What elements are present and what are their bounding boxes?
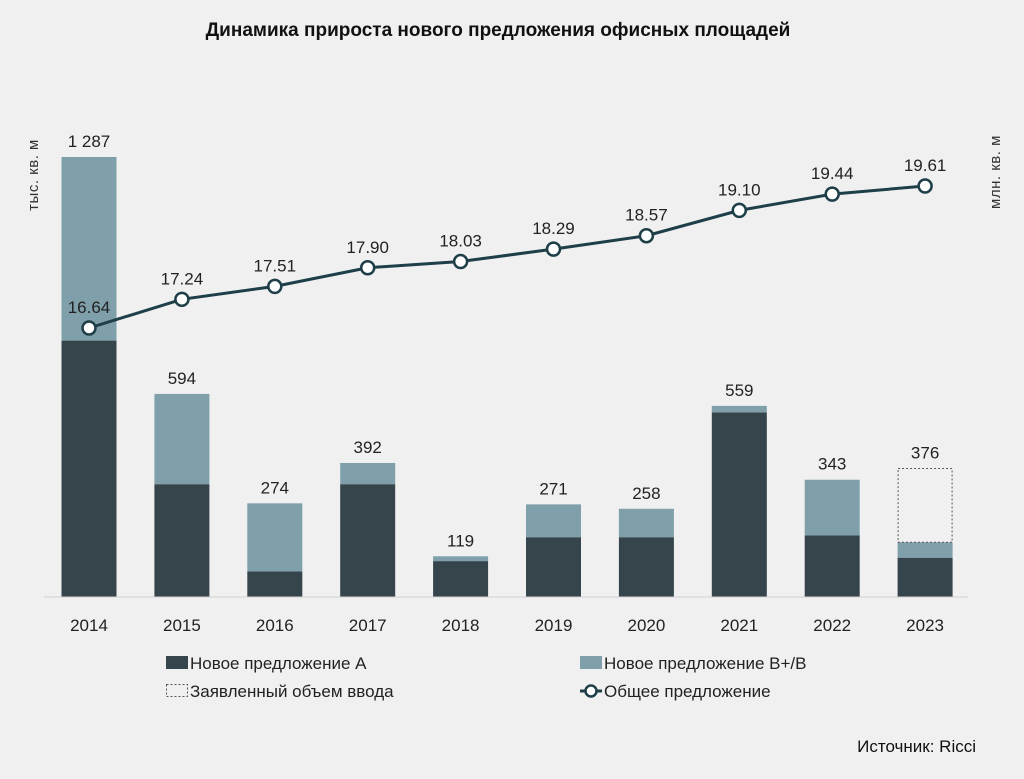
x-tick-label: 2018 [442, 616, 480, 635]
bar-group-2022: 343 [804, 455, 860, 597]
line-layer: 16.64 17.24 17.51 17.90 18.03 18.29 18.57 19.10… [68, 156, 947, 336]
total-supply-point [359, 260, 376, 276]
total-supply-label: 19.10 [718, 180, 761, 199]
legend-swatch [166, 684, 188, 697]
chart-title: Динамика прироста нового предложения офи… [206, 20, 791, 41]
bar-group-2018: 119 [433, 531, 489, 597]
bar-declared-2023 [897, 467, 953, 543]
bar-total-label: 258 [632, 484, 660, 503]
bar-a-2017 [340, 484, 396, 597]
bar-a-2019 [526, 537, 581, 597]
bar-b-2021 [711, 405, 767, 413]
bar-b-2020 [618, 508, 674, 538]
bar-total-label: 376 [911, 443, 939, 462]
legend-swatch [580, 656, 602, 669]
x-tick-label: 2019 [535, 616, 573, 635]
total-supply-label: 19.44 [811, 164, 854, 183]
total-supply-point [174, 291, 190, 308]
total-supply-point [824, 186, 840, 202]
bar-b-2014 [61, 157, 117, 341]
legend-label: Общее предложение [604, 682, 771, 701]
total-supply-line [88, 184, 926, 330]
bar-group-2015: 594 [154, 369, 210, 597]
bar-a-2014 [61, 340, 117, 597]
bar-a-2018 [433, 561, 489, 597]
bar-total-label: 1 287 [68, 132, 111, 151]
bar-b-2023 [897, 542, 953, 558]
total-supply-point [545, 241, 562, 257]
bar-total-label: 271 [539, 479, 567, 498]
bar-a-2023 [897, 557, 953, 597]
bar-b-2017 [340, 462, 396, 485]
bar-total-label: 274 [261, 478, 289, 497]
left-axis-label: тыс. кв. м [25, 139, 42, 211]
x-tick-label: 2022 [813, 616, 851, 635]
total-supply-label: 17.24 [161, 269, 204, 288]
legend-label: Новое предложение A [190, 654, 367, 673]
total-supply-label: 18.57 [625, 206, 668, 225]
bar-group-2023: 376 [897, 443, 953, 597]
legend-circle-swatch [584, 684, 598, 698]
total-supply-point [638, 227, 655, 244]
bar-a-2015 [154, 484, 210, 597]
total-supply-label: 17.90 [346, 238, 389, 257]
x-tick-label: 2023 [906, 616, 944, 635]
total-supply-point [731, 202, 748, 219]
bar-b-2022 [804, 479, 860, 536]
total-supply-label: 17.51 [254, 256, 297, 275]
total-supply-point [917, 178, 933, 194]
bar-group-2020: 258 [618, 484, 674, 597]
bar-group-2019: 271 [526, 479, 581, 597]
total-supply-label: 18.03 [439, 232, 482, 251]
total-supply-point [81, 320, 97, 336]
x-tick-label: 2014 [70, 616, 108, 635]
total-supply-point [267, 278, 283, 295]
bar-total-label: 559 [725, 381, 753, 400]
bar-total-label: 343 [818, 455, 846, 474]
bar-b-2016 [247, 503, 303, 572]
right-axis-label: млн. кв. м [987, 135, 1004, 209]
bar-group-2017: 392 [340, 438, 396, 597]
bar-b-2019 [526, 504, 581, 538]
bar-a-2021 [711, 412, 767, 597]
bar-total-label: 594 [168, 369, 196, 388]
x-tick-label: 2021 [720, 616, 758, 635]
total-supply-point [452, 253, 469, 270]
legend-label: Новое предложение B+/B [604, 654, 806, 673]
bar-group-2016: 274 [247, 478, 303, 597]
x-tick-label: 2015 [163, 616, 201, 635]
x-tick-label: 2016 [256, 616, 294, 635]
bar-a-2016 [247, 571, 303, 597]
x-tick-label: 2020 [627, 616, 665, 635]
legend: Новое предложение A Новое предложение B+/… [166, 654, 806, 701]
x-tick-labels: 2014 2015 2016 2017 2018 2019 2020 2021 2022 2023 [70, 616, 944, 635]
bar-b-2018 [433, 556, 489, 562]
total-supply-label: 16.64 [68, 298, 111, 317]
bar-group-2021: 559 [711, 381, 767, 597]
total-supply-label: 18.29 [532, 219, 575, 238]
bar-a-2022 [804, 535, 860, 597]
bar-b-2015 [154, 393, 210, 485]
bars-layer: 1 287 594 274 392 119 271 258 559 343 376 [61, 132, 953, 597]
total-supply-label: 19.61 [904, 156, 947, 175]
bar-total-label: 119 [447, 531, 474, 550]
bar-a-2020 [618, 537, 674, 597]
bar-group-2014: 1 287 [61, 132, 117, 597]
source-note: Источник: Ricci [857, 737, 976, 756]
x-tick-label: 2017 [349, 616, 387, 635]
legend-swatch [166, 656, 188, 669]
legend-label: Заявленный объем ввода [190, 682, 394, 701]
bar-total-label: 392 [354, 438, 382, 457]
